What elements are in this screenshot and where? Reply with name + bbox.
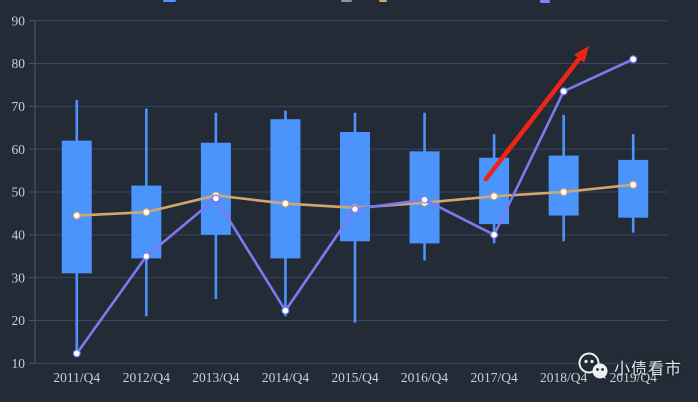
x-tick-label: 2015/Q4 xyxy=(331,370,379,385)
candle-box xyxy=(270,119,301,259)
trend-arrow-shaft xyxy=(483,56,582,182)
candle-box xyxy=(618,159,649,218)
purple-line-series-point xyxy=(559,87,568,96)
y-tick-label: 50 xyxy=(12,185,26,200)
purple-line-series-point xyxy=(211,194,220,203)
y-tick-label: 70 xyxy=(12,99,26,114)
tan-line-series-point xyxy=(281,199,290,208)
y-tick-label: 80 xyxy=(12,56,26,71)
trend-arrow-head xyxy=(574,46,589,63)
purple-line-series-point xyxy=(490,230,499,239)
candle-box xyxy=(61,140,92,274)
y-tick-label: 10 xyxy=(12,356,26,371)
tan-line-series-point xyxy=(490,192,499,201)
x-tick-label: 2013/Q4 xyxy=(192,370,240,385)
tan-line-series-point xyxy=(72,211,81,220)
tan-series-swatch-fragment xyxy=(379,0,387,2)
x-tick-label: 2019/Q4 xyxy=(610,370,658,385)
watermark: 小债看市 xyxy=(576,352,682,382)
candle-box xyxy=(200,142,231,235)
x-tick-label: 2014/Q4 xyxy=(262,370,310,385)
y-tick-label: 90 xyxy=(12,13,26,28)
watermark-text: 小债看市 xyxy=(614,359,683,378)
purple-line-series-point xyxy=(281,306,290,315)
blue-series-swatch-fragment xyxy=(163,0,176,2)
purple-line-series-point xyxy=(351,205,360,214)
y-tick-label: 20 xyxy=(12,313,26,328)
purple-line-series-point xyxy=(420,195,429,204)
purple-line-series-point xyxy=(142,252,151,261)
x-tick-label: 2011/Q4 xyxy=(53,370,100,385)
x-tick-label: 2012/Q4 xyxy=(123,370,171,385)
tan-line-series-point xyxy=(142,208,151,217)
tan-line-series-point xyxy=(559,188,568,197)
wechat-icon xyxy=(578,352,608,379)
candle-box xyxy=(548,155,579,216)
purple-line-series-point xyxy=(72,349,81,358)
legend-text-fragment xyxy=(341,0,352,2)
purple-line-series-point xyxy=(629,55,638,64)
tan-line-series-point xyxy=(629,180,638,189)
y-tick-label: 30 xyxy=(12,270,26,285)
purple-series-swatch-fragment xyxy=(540,0,550,3)
x-tick-label: 2016/Q4 xyxy=(401,370,449,385)
y-tick-label: 40 xyxy=(12,227,26,242)
y-tick-label: 60 xyxy=(12,142,26,157)
x-tick-label: 2018/Q4 xyxy=(540,370,588,385)
x-tick-label: 2017/Q4 xyxy=(470,370,518,385)
